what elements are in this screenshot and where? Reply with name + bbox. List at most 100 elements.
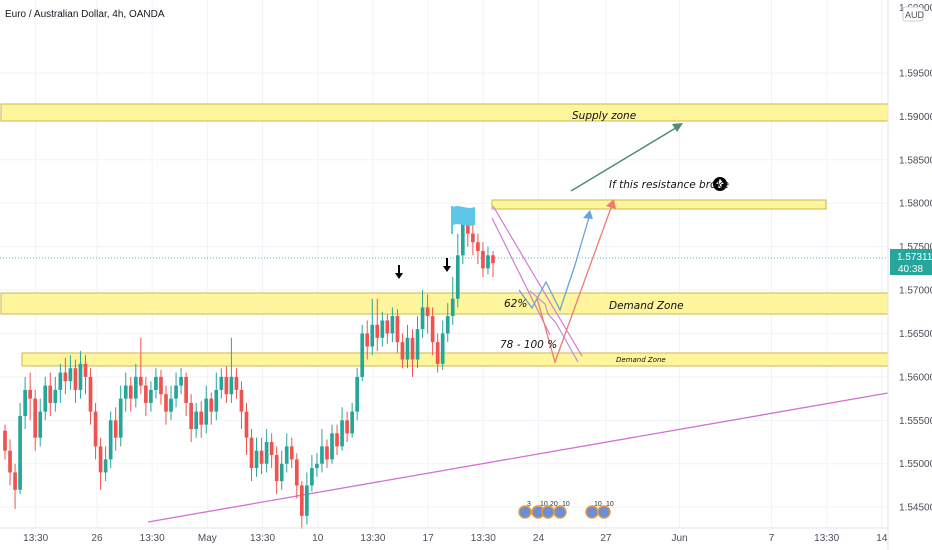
candle-down[interactable]	[400, 342, 405, 360]
candle-up[interactable]	[103, 459, 108, 473]
candle-up[interactable]	[405, 337, 410, 360]
candle-up[interactable]	[229, 376, 234, 395]
event-icon[interactable]: 10	[553, 501, 570, 519]
violet-projection-path[interactable]	[529, 290, 579, 363]
candle-down[interactable]	[385, 320, 390, 334]
candle-up[interactable]	[315, 463, 319, 469]
blue-projection-path[interactable]	[518, 213, 591, 312]
candle-up[interactable]	[204, 398, 209, 425]
candle-down[interactable]	[244, 411, 249, 438]
candle-down[interactable]	[294, 459, 299, 486]
candle-down[interactable]	[299, 485, 304, 516]
candle-down[interactable]	[33, 398, 38, 438]
candle-up[interactable]	[174, 385, 178, 399]
event-icon[interactable]: 3	[518, 501, 532, 519]
candle-up[interactable]	[53, 389, 58, 403]
candle-down[interactable]	[259, 450, 264, 464]
candle-down[interactable]	[138, 376, 143, 386]
candle-up[interactable]	[450, 298, 455, 317]
candle-up[interactable]	[355, 376, 360, 412]
candle-down[interactable]	[481, 250, 485, 269]
candle-up[interactable]	[460, 216, 465, 256]
candle-up[interactable]	[445, 316, 450, 334]
candle-up[interactable]	[420, 307, 425, 330]
rising-trendline[interactable]	[147, 392, 889, 523]
candle-down[interactable]	[184, 376, 188, 403]
candle-up[interactable]	[415, 329, 420, 360]
candle-up[interactable]	[18, 415, 22, 490]
event-icon[interactable]: 10	[597, 501, 614, 519]
candle-down[interactable]	[88, 376, 93, 412]
candle-up[interactable]	[486, 255, 490, 269]
candle-up[interactable]	[310, 468, 314, 486]
candle-down[interactable]	[98, 446, 103, 473]
candle-up[interactable]	[118, 398, 123, 438]
candle-up[interactable]	[279, 463, 284, 482]
candle-up[interactable]	[38, 411, 43, 438]
candle-up[interactable]	[149, 389, 153, 403]
candle-down[interactable]	[269, 442, 274, 456]
candle-up[interactable]	[179, 376, 183, 386]
candle-down[interactable]	[63, 372, 68, 382]
candle-up[interactable]	[68, 368, 73, 382]
candle-up[interactable]	[169, 398, 173, 412]
candle-up[interactable]	[219, 376, 224, 390]
candle-down[interactable]	[274, 455, 279, 482]
red-projection-path[interactable]	[536, 204, 613, 365]
candle-down[interactable]	[491, 255, 495, 264]
candle-up[interactable]	[350, 411, 354, 434]
candle-up[interactable]	[58, 372, 63, 390]
candle-down[interactable]	[375, 324, 380, 338]
candle-down[interactable]	[128, 385, 133, 399]
candle-up[interactable]	[264, 442, 269, 464]
candle-down[interactable]	[289, 446, 294, 460]
candle-down[interactable]	[365, 333, 370, 347]
candle-up[interactable]	[214, 389, 219, 412]
candle-down[interactable]	[144, 385, 148, 403]
candle-up[interactable]	[440, 333, 445, 364]
candle-down[interactable]	[224, 376, 229, 395]
candle-up[interactable]	[108, 420, 113, 460]
candle-up[interactable]	[380, 320, 385, 338]
candle-down[interactable]	[395, 316, 400, 343]
candle-down[interactable]	[159, 376, 163, 395]
candle-down[interactable]	[209, 398, 214, 412]
candle-down[interactable]	[435, 342, 440, 364]
candle-down[interactable]	[239, 389, 244, 412]
demand-zone-small-box[interactable]	[21, 352, 889, 367]
candle-down[interactable]	[335, 433, 339, 447]
candle-down[interactable]	[28, 389, 32, 399]
resistance-box[interactable]	[491, 199, 827, 210]
demand-zone-box[interactable]	[0, 292, 889, 315]
candle-up[interactable]	[370, 324, 375, 347]
candle-up[interactable]	[320, 446, 324, 464]
candle-down[interactable]	[83, 363, 88, 377]
candle-down[interactable]	[410, 337, 415, 360]
candle-up[interactable]	[194, 411, 199, 429]
candle-down[interactable]	[8, 450, 12, 473]
candle-up[interactable]	[133, 376, 138, 399]
candle-down[interactable]	[476, 242, 480, 251]
candle-up[interactable]	[23, 389, 27, 416]
candle-down[interactable]	[3, 430, 7, 451]
candle-down[interactable]	[113, 420, 118, 438]
candle-down[interactable]	[13, 472, 17, 490]
candle-down[interactable]	[199, 411, 204, 425]
supply-zone-box[interactable]	[0, 103, 889, 122]
candle-up[interactable]	[43, 385, 48, 412]
candle-down[interactable]	[234, 376, 239, 390]
candle-up[interactable]	[154, 376, 158, 390]
candle-down[interactable]	[73, 368, 78, 390]
candle-up[interactable]	[123, 385, 128, 399]
candle-down[interactable]	[325, 446, 329, 460]
green-projection-arrow[interactable]	[570, 125, 680, 192]
candle-up[interactable]	[78, 363, 83, 390]
falling-wedge[interactable]	[491, 205, 583, 357]
candle-down[interactable]	[93, 411, 98, 447]
candle-down[interactable]	[249, 437, 254, 469]
candle-down[interactable]	[471, 233, 475, 243]
candle-up[interactable]	[390, 316, 395, 334]
candle-down[interactable]	[189, 402, 193, 429]
candle-down[interactable]	[430, 316, 435, 343]
